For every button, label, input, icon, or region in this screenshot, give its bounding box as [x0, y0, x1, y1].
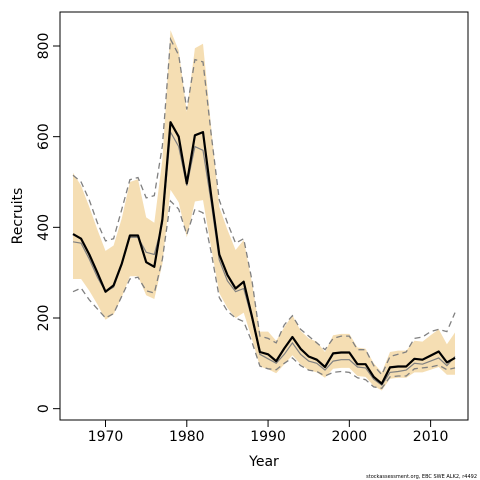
- x-axis-title: Year: [248, 454, 279, 470]
- confidence-band-layer: [73, 30, 455, 391]
- axis-layer: 1970 1980 1990 2000 2010 0 200 400 600 800: [36, 33, 448, 445]
- x-tick-label-1980: 1980: [169, 429, 205, 445]
- y-tick-label-200: 200: [36, 305, 52, 332]
- thin-estimate-line: [72, 130, 456, 386]
- plot-frame: [59, 11, 469, 421]
- x-tick-label-2000: 2000: [332, 429, 368, 445]
- x-tick-label-1970: 1970: [88, 429, 124, 445]
- y-tick-label-400: 400: [36, 214, 52, 241]
- dashed-upper-line: [72, 36, 456, 376]
- x-tick-label-1990: 1990: [250, 429, 286, 445]
- x-tick-label-2010: 2010: [413, 429, 449, 445]
- y-tick-label-600: 600: [36, 123, 52, 150]
- credit-text: stockassessment.org, EBC SWE ALK2, r4492: [366, 474, 477, 480]
- recruits-estimate-line: [72, 121, 456, 385]
- y-axis-title: Recruits: [10, 188, 26, 245]
- y-tick-label-800: 800: [36, 33, 52, 60]
- series-line-layer: [72, 36, 456, 390]
- confidence-band: [73, 30, 455, 391]
- dashed-lower-line: [72, 199, 456, 390]
- y-tick-label-0: 0: [36, 404, 52, 413]
